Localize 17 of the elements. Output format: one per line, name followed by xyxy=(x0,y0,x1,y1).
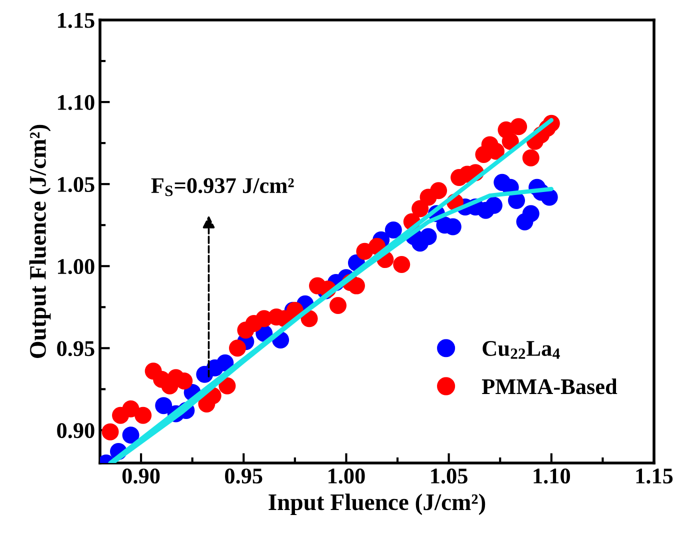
x-axis-title: Input Fluence (J/cm²) xyxy=(268,494,486,515)
y-axis-title: Output Fluence (J/cm²) xyxy=(29,124,51,358)
y-tick-label: 1.15 xyxy=(58,13,94,28)
legend-label: PMMA-Based xyxy=(482,378,618,394)
x-tick-label: 1.00 xyxy=(328,468,365,484)
x-tick-label: 1.10 xyxy=(534,468,570,484)
x-tick-label: 0.95 xyxy=(225,468,262,484)
x-tick-label: 1.15 xyxy=(636,468,673,484)
x-tick-label: 1.05 xyxy=(431,468,468,484)
x-tick-label: 0.90 xyxy=(122,468,160,484)
annotation: F$_{S}$=0.937 J/cm² xyxy=(151,178,294,196)
legend-label: Cu$_{22}$La$_{4}$ xyxy=(482,341,560,359)
y-tick-label: 0.90 xyxy=(57,423,94,438)
y-tick-label: 1.05 xyxy=(58,177,94,192)
y-tick-label: 1.10 xyxy=(58,94,94,110)
y-tick-label: 1.00 xyxy=(58,259,94,274)
y-tick-label: 0.95 xyxy=(57,341,94,356)
